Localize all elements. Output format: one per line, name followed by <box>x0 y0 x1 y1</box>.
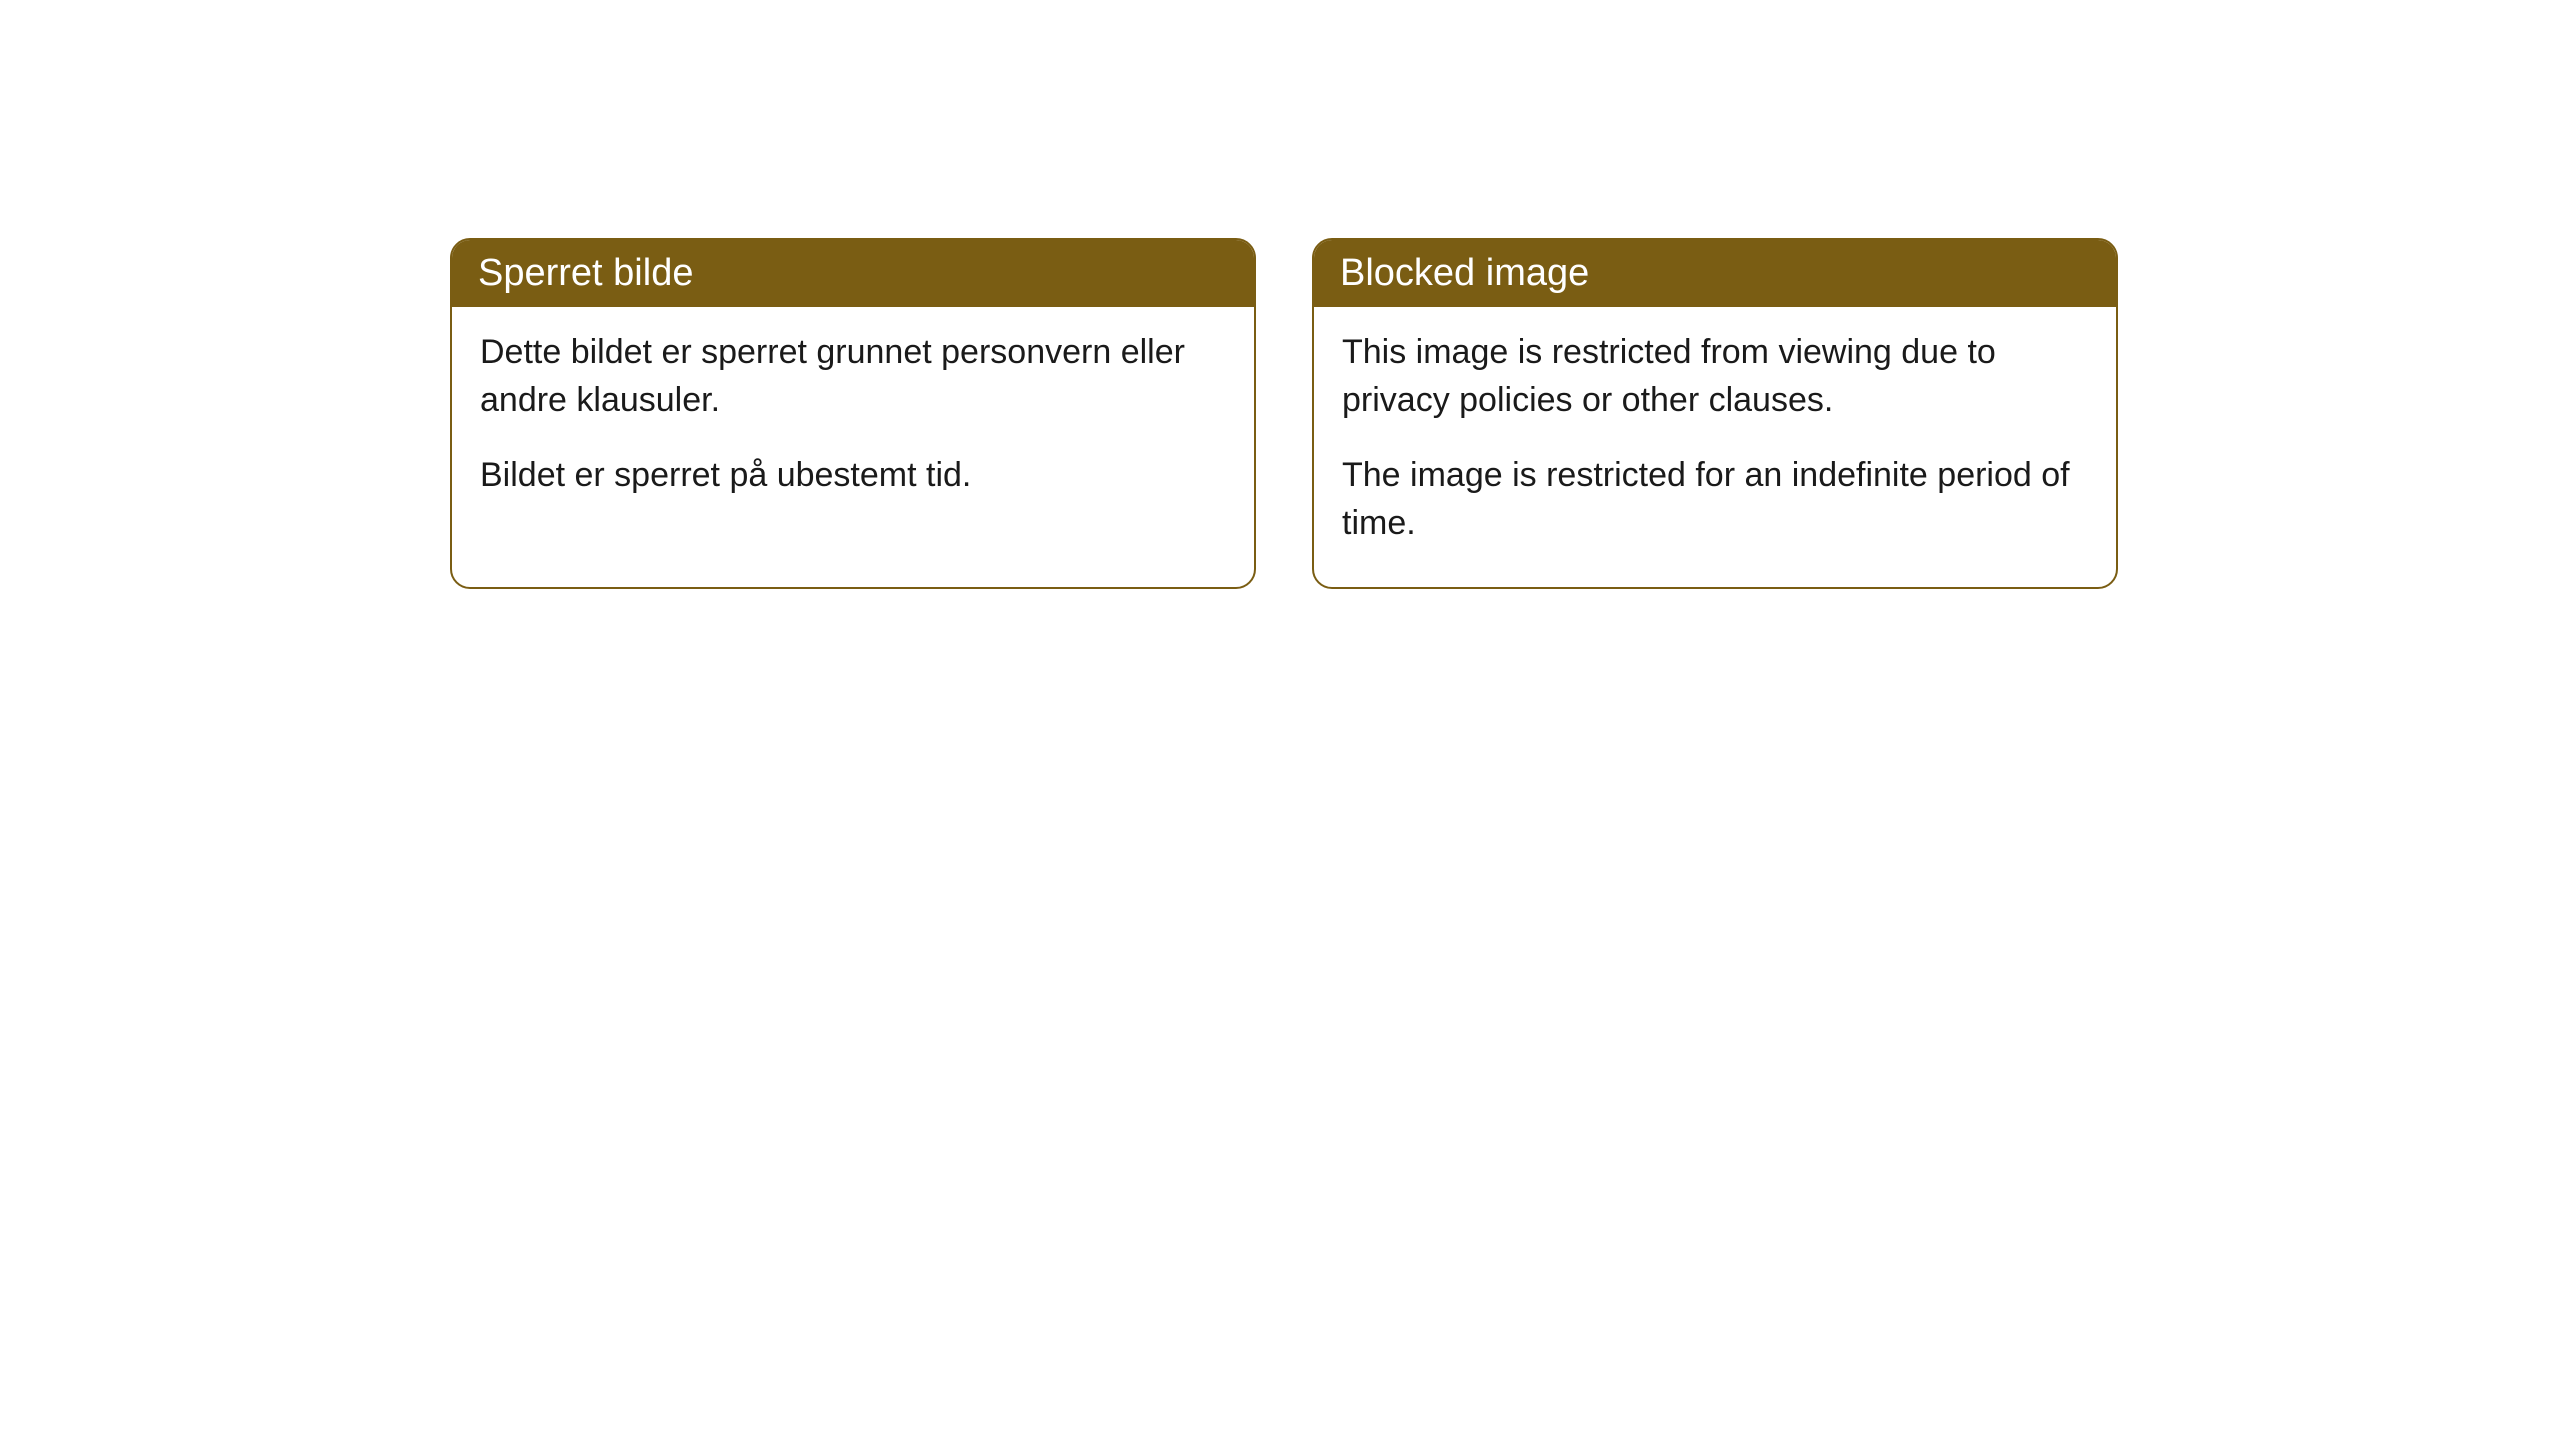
card-paragraph: Bildet er sperret på ubestemt tid. <box>480 452 1226 500</box>
card-header: Blocked image <box>1314 240 2116 307</box>
notice-cards-container: Sperret bilde Dette bildet er sperret gr… <box>450 238 2118 589</box>
card-title: Blocked image <box>1340 252 1589 294</box>
notice-card-norwegian: Sperret bilde Dette bildet er sperret gr… <box>450 238 1256 589</box>
card-body: Dette bildet er sperret grunnet personve… <box>452 307 1254 540</box>
card-paragraph: Dette bildet er sperret grunnet personve… <box>480 329 1226 424</box>
card-body: This image is restricted from viewing du… <box>1314 307 2116 587</box>
card-header: Sperret bilde <box>452 240 1254 307</box>
card-paragraph: The image is restricted for an indefinit… <box>1342 452 2088 547</box>
card-paragraph: This image is restricted from viewing du… <box>1342 329 2088 424</box>
card-title: Sperret bilde <box>478 252 693 294</box>
notice-card-english: Blocked image This image is restricted f… <box>1312 238 2118 589</box>
